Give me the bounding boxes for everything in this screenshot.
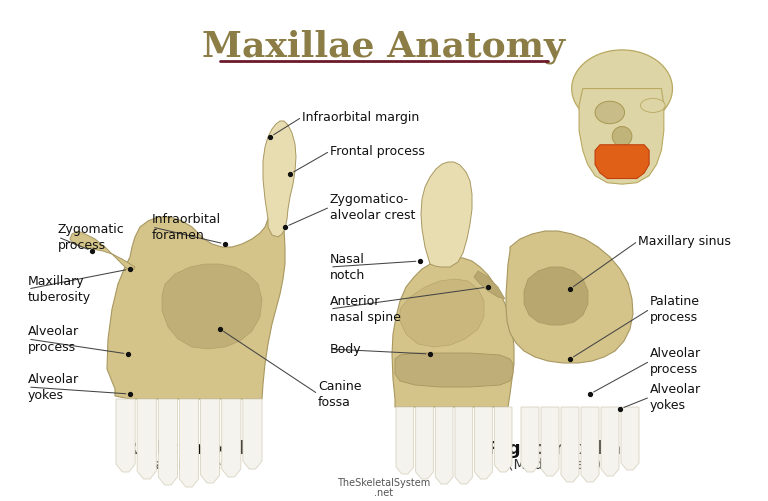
Text: Right maxilla: Right maxilla	[488, 439, 621, 457]
Polygon shape	[541, 407, 559, 476]
Polygon shape	[116, 399, 135, 472]
Polygon shape	[421, 163, 472, 268]
Polygon shape	[200, 399, 220, 483]
Text: Zygomatic
process: Zygomatic process	[58, 223, 124, 252]
Polygon shape	[243, 399, 262, 469]
Text: Right maxilla: Right maxilla	[124, 439, 257, 457]
Text: TheSkeletalSystem: TheSkeletalSystem	[337, 477, 431, 487]
Text: Anterior
nasal spine: Anterior nasal spine	[330, 295, 401, 324]
Ellipse shape	[641, 99, 665, 113]
Polygon shape	[524, 268, 588, 325]
Text: Body: Body	[330, 343, 362, 356]
Text: Maxillary sinus: Maxillary sinus	[638, 235, 731, 248]
Text: Infraorbital margin: Infraorbital margin	[302, 111, 419, 124]
Polygon shape	[581, 407, 599, 482]
Polygon shape	[455, 407, 472, 484]
Text: Infraorbital
foramen: Infraorbital foramen	[152, 213, 221, 242]
Text: Alveolar
yokes: Alveolar yokes	[28, 373, 79, 402]
Polygon shape	[495, 407, 512, 472]
Text: Canine
fossa: Canine fossa	[318, 380, 362, 409]
Ellipse shape	[571, 51, 673, 128]
Text: Maxillae Anatomy: Maxillae Anatomy	[203, 30, 565, 64]
Polygon shape	[70, 231, 135, 272]
Text: Alveolar
process: Alveolar process	[650, 347, 701, 376]
Text: Zygomatico-
alveolar crest: Zygomatico- alveolar crest	[330, 193, 415, 222]
Polygon shape	[392, 258, 514, 407]
Ellipse shape	[612, 127, 632, 147]
Text: Palatine
process: Palatine process	[650, 295, 700, 324]
Polygon shape	[400, 280, 484, 347]
Text: .net: .net	[375, 487, 393, 497]
Polygon shape	[137, 399, 156, 479]
Polygon shape	[561, 407, 579, 482]
Polygon shape	[521, 407, 539, 472]
Text: (Medial view): (Medial view)	[508, 457, 601, 471]
Polygon shape	[595, 145, 649, 179]
Polygon shape	[601, 407, 619, 476]
Polygon shape	[158, 399, 177, 485]
Ellipse shape	[595, 102, 624, 124]
Polygon shape	[222, 399, 241, 477]
Polygon shape	[396, 407, 414, 474]
Polygon shape	[395, 353, 513, 387]
Polygon shape	[107, 191, 285, 399]
Text: (Lateral view): (Lateral view)	[142, 457, 238, 471]
Polygon shape	[475, 407, 492, 479]
Text: Nasal
notch: Nasal notch	[330, 253, 366, 282]
Text: Frontal process: Frontal process	[330, 145, 425, 158]
Polygon shape	[162, 265, 262, 349]
Polygon shape	[506, 231, 633, 363]
Text: Maxillary
tuberosity: Maxillary tuberosity	[28, 275, 91, 304]
Polygon shape	[435, 407, 453, 484]
Polygon shape	[263, 122, 296, 237]
Text: Alveolar
process: Alveolar process	[28, 325, 79, 354]
Text: Alveolar
yokes: Alveolar yokes	[650, 383, 701, 412]
Polygon shape	[180, 399, 199, 487]
Polygon shape	[415, 407, 433, 479]
Polygon shape	[579, 89, 664, 185]
Polygon shape	[621, 407, 639, 470]
Polygon shape	[474, 272, 505, 300]
